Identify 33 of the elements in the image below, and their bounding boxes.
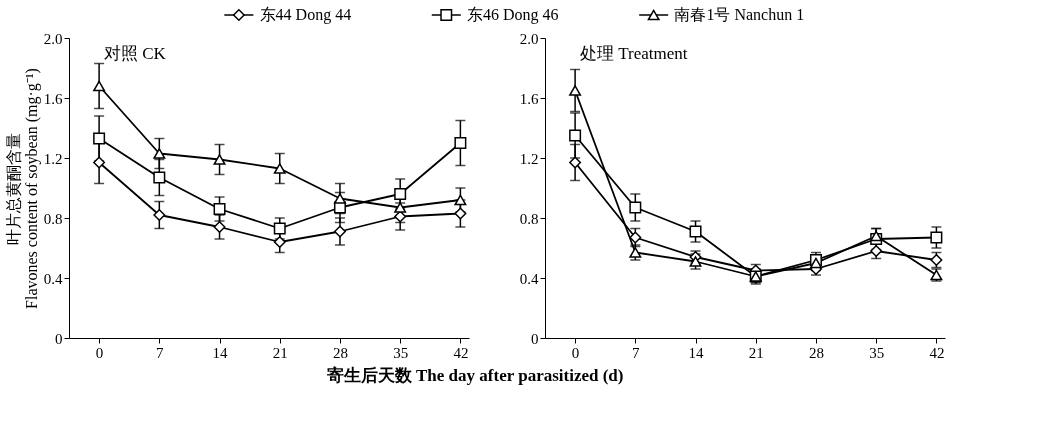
x-tick-label: 0 — [571, 344, 580, 361]
x-tick-label: 21 — [272, 344, 288, 361]
x-tick-label: 42 — [929, 344, 945, 361]
y-tick-label: 0.4 — [519, 270, 539, 287]
x-tick-label: 7 — [156, 344, 165, 361]
x-tick-label: 7 — [632, 344, 641, 361]
legend-label: 东44 Dong 44 — [259, 6, 352, 24]
x-tick-label: 28 — [332, 344, 348, 361]
x-tick-label: 14 — [688, 344, 705, 361]
chart-title: 对照 CK — [104, 44, 167, 63]
x-tick-label: 42 — [453, 344, 469, 361]
y-tick-label: 0 — [531, 330, 539, 347]
y-tick-label: 1.6 — [43, 90, 63, 107]
legend-label: 东46 Dong 46 — [467, 6, 559, 24]
y-tick-label: 1.2 — [519, 150, 539, 167]
y-tick-label: 2.0 — [43, 30, 63, 47]
y-axis-title: 叶片总黄酮含量 Flavones content of soybean (mg·g⁻¹) — [4, 68, 41, 309]
y-tick-label: 0.8 — [519, 210, 539, 227]
x-tick-label: 28 — [808, 344, 824, 361]
x-axis-title: 寄生后天数 The day after parasitized (d) — [326, 366, 624, 385]
y-tick-label: 0 — [55, 330, 63, 347]
x-tick-label: 0 — [95, 344, 104, 361]
x-tick-label: 35 — [869, 344, 885, 361]
y-tick-label: 1.6 — [519, 90, 539, 107]
legend-label: 南春1号 Nanchun 1 — [674, 6, 805, 23]
chart-title: 处理 Treatment — [580, 44, 688, 63]
x-tick-label: 35 — [393, 344, 409, 361]
y-tick-label: 2.0 — [519, 30, 539, 47]
x-tick-label: 14 — [212, 344, 229, 361]
y-tick-label: 1.2 — [43, 150, 63, 167]
y-tick-label: 0.4 — [43, 270, 63, 287]
x-tick-label: 21 — [748, 344, 764, 361]
y-tick-label: 0.8 — [43, 210, 63, 227]
